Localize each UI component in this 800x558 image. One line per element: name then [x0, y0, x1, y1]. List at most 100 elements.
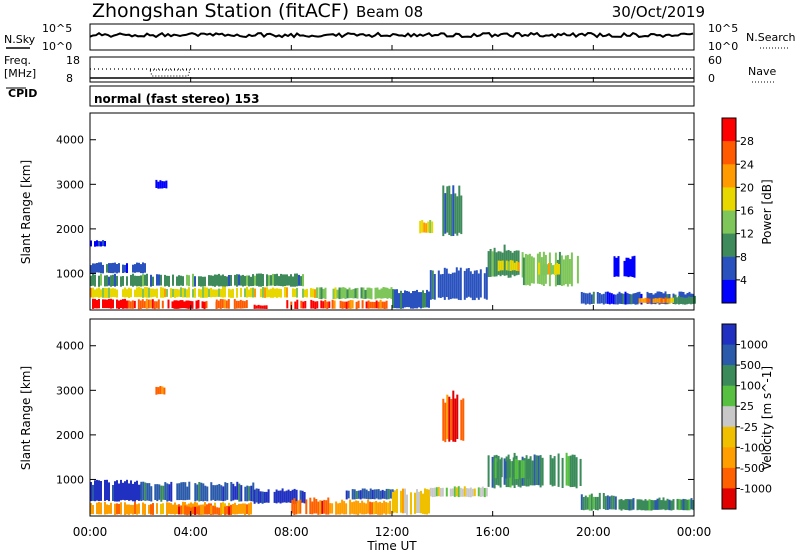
heatmap-cell [136, 262, 138, 273]
heatmap-cell [683, 297, 686, 305]
heatmap-cell [504, 461, 507, 479]
heatmap-cell [279, 490, 282, 504]
colorbar-tick-label: 8 [740, 251, 747, 264]
heatmap-cell [479, 269, 482, 298]
heatmap-cell [246, 485, 249, 502]
heatmap-cell [629, 259, 632, 277]
heatmap-cell [234, 486, 237, 500]
heatmap-cell [230, 504, 232, 515]
heatmap-cell [149, 299, 152, 309]
heatmap-cell [210, 482, 213, 501]
heatmap-cell [98, 299, 100, 309]
heatmap-cell [282, 274, 284, 287]
heatmap-cell [148, 504, 150, 514]
heatmap-cell [533, 454, 536, 486]
heatmap-cell [296, 287, 298, 298]
heatmap-cell [110, 263, 112, 274]
heatmap-cell [166, 483, 169, 502]
heatmap-cell [441, 274, 444, 298]
heatmap-cell [295, 501, 298, 515]
heatmap-cell [120, 479, 122, 501]
heatmap-cell [300, 276, 302, 286]
heatmap-cell [302, 301, 305, 309]
heatmap-patch [90, 273, 304, 287]
heatmap-cell [455, 267, 458, 299]
heatmap-cell [606, 495, 609, 510]
heatmap-cell [160, 274, 162, 286]
heatmap-cell [94, 241, 96, 247]
heatmap-cell [174, 502, 176, 515]
heatmap-cell [260, 273, 262, 287]
heatmap-cell [181, 300, 184, 309]
power-panel: 1000 2000 3000 4000 Slant Range [km] 4 8 12 16… [19, 112, 774, 311]
heatmap-cell [648, 293, 651, 304]
heatmap-cell [548, 263, 550, 275]
heatmap-cell [134, 264, 136, 273]
heatmap-cell [273, 491, 276, 503]
heatmap-cell [129, 301, 132, 309]
heatmap-cell [92, 263, 94, 274]
heatmap-cell [602, 293, 605, 305]
heatmap-cell [116, 299, 118, 309]
heatmap-cell [335, 501, 338, 515]
colorbar-segment [722, 141, 736, 165]
heatmap-cell [471, 273, 474, 301]
heatmap-cell [143, 301, 146, 309]
sky-left-tick-bottom: 10^0 [42, 40, 72, 53]
heatmap-cell [612, 495, 615, 510]
heatmap-cell [332, 288, 335, 300]
heatmap-cell [592, 291, 595, 304]
heatmap-cell [246, 286, 248, 298]
heatmap-cell [356, 287, 359, 299]
heatmap-cell [588, 292, 591, 305]
heatmap-cell [580, 494, 583, 510]
heatmap-cell [429, 220, 432, 234]
heatmap-cell [92, 505, 94, 515]
heatmap-cell [622, 500, 625, 510]
nave-label: Nave [748, 65, 776, 78]
heatmap-cell [157, 181, 160, 189]
heatmap-cell [142, 502, 144, 515]
heatmap-cell [666, 498, 669, 510]
heatmap-cell [376, 287, 379, 299]
y-tick-label: 1000 [56, 473, 84, 486]
heatmap-cell [457, 486, 460, 498]
colorbar-segment [722, 164, 736, 188]
heatmap-cell [359, 490, 362, 500]
heatmap-cell [166, 275, 168, 286]
heatmap-cell [159, 386, 162, 395]
heatmap-cell [173, 300, 176, 309]
colorbar-segment [722, 385, 736, 407]
heatmap-cell [158, 274, 160, 286]
cpid-label: CPID [8, 87, 37, 100]
colorbar-segment [722, 118, 736, 142]
heatmap-cell [343, 301, 346, 309]
heatmap-cell [198, 288, 200, 297]
heatmap-cell [511, 461, 514, 486]
heatmap-cell [427, 221, 430, 233]
heatmap-cell [371, 301, 374, 309]
heatmap-cell [396, 289, 398, 309]
heatmap-cell [396, 489, 398, 514]
heatmap-cell [172, 504, 174, 515]
heatmap-cell [186, 506, 189, 516]
y-tick-label: 3000 [56, 384, 84, 397]
heatmap-cell [442, 185, 445, 237]
heatmap-cell [681, 297, 684, 305]
heatmap-cell [130, 504, 132, 514]
heatmap-cell [682, 498, 685, 511]
heatmap-cell [628, 293, 631, 305]
heatmap-cell [347, 300, 350, 309]
heatmap-cell [304, 301, 307, 309]
heatmap-cell [106, 264, 108, 273]
heatmap-cell [556, 262, 558, 275]
heatmap-cell [406, 291, 408, 308]
heatmap-cell [240, 288, 242, 298]
heatmap-cell [128, 483, 130, 501]
heatmap-cell [157, 299, 160, 309]
heatmap-cell [244, 486, 247, 502]
heatmap-cell [224, 506, 227, 516]
colorbar-tick-label: 20 [740, 181, 754, 194]
heatmap-cell [342, 287, 345, 299]
heatmap-cell [508, 459, 511, 478]
